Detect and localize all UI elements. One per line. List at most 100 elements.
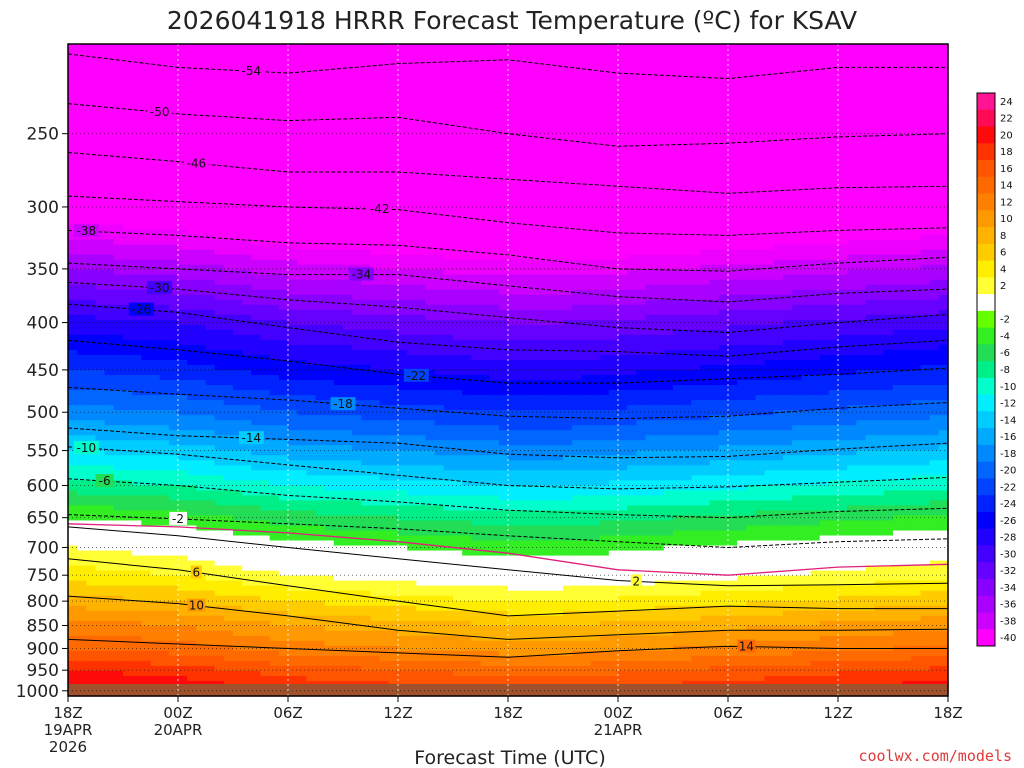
y-tick-label: 450	[27, 361, 59, 381]
colorbar-label: -28	[1000, 533, 1016, 544]
colorbar-swatch	[977, 310, 995, 329]
contour--18	[67, 386, 949, 420]
colorbar-swatch	[977, 411, 995, 429]
x-tick-label: 06Z	[273, 704, 302, 722]
y-tick-label: 600	[27, 477, 59, 497]
colorbar-label: -32	[1000, 566, 1016, 577]
colorbar-label: 16	[1000, 164, 1013, 175]
y-tick-label: 650	[27, 509, 59, 529]
y-tick-label: 1000	[16, 682, 59, 702]
contour--46	[67, 152, 949, 194]
x-tick-label: 20APR	[154, 721, 203, 739]
y-tick-label: 550	[27, 442, 59, 462]
contour-label: -46	[187, 156, 207, 170]
colorbar-label: 6	[1000, 248, 1006, 259]
contour-label: -30	[150, 281, 170, 295]
colorbar-swatch	[977, 444, 995, 463]
colorbar-swatch	[977, 193, 995, 211]
credit-text[interactable]: coolwx.com/models	[858, 747, 1012, 765]
colorbar-swatch	[977, 361, 995, 379]
contour-label: -10	[77, 441, 97, 455]
colorbar-label: -30	[1000, 549, 1016, 560]
y-tick-label: 900	[27, 639, 59, 659]
colorbar-label: 24	[1000, 97, 1013, 108]
colorbar-label: 12	[1000, 197, 1013, 208]
colorbar-swatch	[977, 277, 995, 295]
x-tick-label: 00Z	[603, 704, 632, 722]
contour--38	[67, 229, 949, 272]
y-tick-label: 750	[27, 566, 59, 586]
x-tick-label: 12Z	[823, 704, 852, 722]
contour-label: -42	[370, 202, 390, 216]
contour--26	[67, 303, 949, 357]
contour--6	[67, 478, 949, 519]
colorbar-label: 10	[1000, 214, 1013, 225]
freezing-level-line	[67, 523, 949, 576]
contour-label: 2	[633, 574, 641, 588]
plot-area: -54-50-46-42-38-34-30-26-22-18-14-10-6-2…	[67, 43, 949, 697]
y-tick-label: 500	[27, 403, 59, 423]
colorbar-label: 2	[1000, 281, 1006, 292]
contour-6	[67, 558, 948, 617]
contour-label: -22	[407, 369, 427, 383]
x-tick-label: 00Z	[163, 704, 192, 722]
colorbar-label: -26	[1000, 516, 1016, 527]
colorbar-swatch	[977, 109, 995, 127]
colorbar: 24 22 20 18 16 14 12 10 8 6 4 2 -2 -4 -6 -8 -10 -12 -14 -16…	[976, 92, 1016, 647]
contour--34	[67, 262, 949, 303]
colorbar-label: 18	[1000, 147, 1013, 158]
colorbar-label: -18	[1000, 449, 1016, 460]
colorbar-label: -24	[1000, 499, 1016, 510]
colorbar-swatch	[977, 377, 995, 396]
y-tick-label: 250	[27, 125, 59, 145]
colorbar-swatch	[977, 210, 995, 228]
colorbar-swatch	[977, 595, 995, 613]
x-tick-label: 2026	[49, 738, 87, 756]
contour-label: 6	[193, 566, 201, 580]
contour-10	[67, 595, 949, 640]
x-tick-label: 18Z	[53, 704, 82, 722]
colorbar-label: 22	[1000, 114, 1013, 125]
colorbar-label: 4	[1000, 265, 1006, 276]
colorbar-swatch	[977, 260, 995, 278]
colorbar-swatch	[977, 243, 995, 261]
colorbar-swatch	[977, 612, 995, 630]
colorbar-swatch	[977, 327, 995, 345]
y-tick-label: 400	[27, 314, 59, 334]
x-tick-label: 06Z	[713, 704, 742, 722]
contour-label: -34	[352, 268, 372, 282]
y-tick-label: 300	[27, 198, 59, 218]
colorbar-label: -20	[1000, 466, 1016, 477]
colorbar-swatch	[977, 545, 995, 563]
contour-label: -38	[77, 224, 97, 238]
colorbar-swatch	[977, 143, 995, 161]
colorbar-swatch	[977, 528, 995, 546]
colorbar-label: -22	[1000, 482, 1016, 493]
colorbar-label: -34	[1000, 583, 1016, 594]
colorbar-label: -12	[1000, 399, 1016, 410]
contour-label: 14	[739, 640, 754, 654]
colorbar-label: 8	[1000, 231, 1006, 242]
colorbar-label: -4	[1000, 332, 1010, 343]
contour-label: -2	[172, 512, 184, 526]
colorbar-label: -36	[1000, 600, 1016, 611]
colorbar-swatch	[977, 227, 995, 245]
colorbar-swatch	[977, 176, 995, 194]
colorbar-label: -40	[1000, 633, 1016, 644]
contour--22	[67, 339, 949, 384]
colorbar-label: -10	[1000, 382, 1016, 393]
x-tick-label: 18Z	[933, 704, 962, 722]
contour-14	[67, 638, 948, 658]
colorbar-swatch	[977, 344, 995, 362]
colorbar-swatch	[977, 394, 995, 412]
y-axis-ticks: 250 300 350 400 450 500 550 600 650 700 750 800 850 9…	[16, 125, 68, 702]
contour-label: -18	[333, 397, 353, 411]
contour-label: -6	[99, 474, 111, 488]
colorbar-swatch	[977, 629, 995, 647]
y-tick-label: 850	[27, 616, 59, 636]
colorbar-label: 20	[1000, 130, 1013, 141]
colorbar-swatch	[977, 495, 995, 513]
colorbar-swatch	[977, 160, 995, 178]
